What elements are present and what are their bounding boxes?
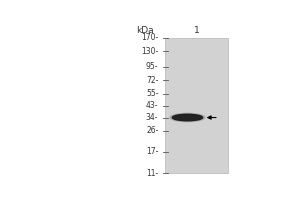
Text: 34-: 34- — [146, 113, 158, 122]
Text: 1: 1 — [194, 26, 200, 35]
FancyBboxPatch shape — [165, 38, 228, 173]
Text: 72-: 72- — [146, 76, 158, 85]
Text: 17-: 17- — [146, 147, 158, 156]
Text: 170-: 170- — [141, 33, 158, 42]
Text: 11-: 11- — [146, 169, 158, 178]
Text: 55-: 55- — [146, 89, 158, 98]
Ellipse shape — [172, 114, 202, 121]
Text: kDa: kDa — [136, 26, 154, 35]
Text: 26-: 26- — [146, 126, 158, 135]
Ellipse shape — [170, 113, 205, 122]
Text: 130-: 130- — [141, 47, 158, 56]
Text: 43-: 43- — [146, 101, 158, 110]
Text: 95-: 95- — [146, 62, 158, 71]
